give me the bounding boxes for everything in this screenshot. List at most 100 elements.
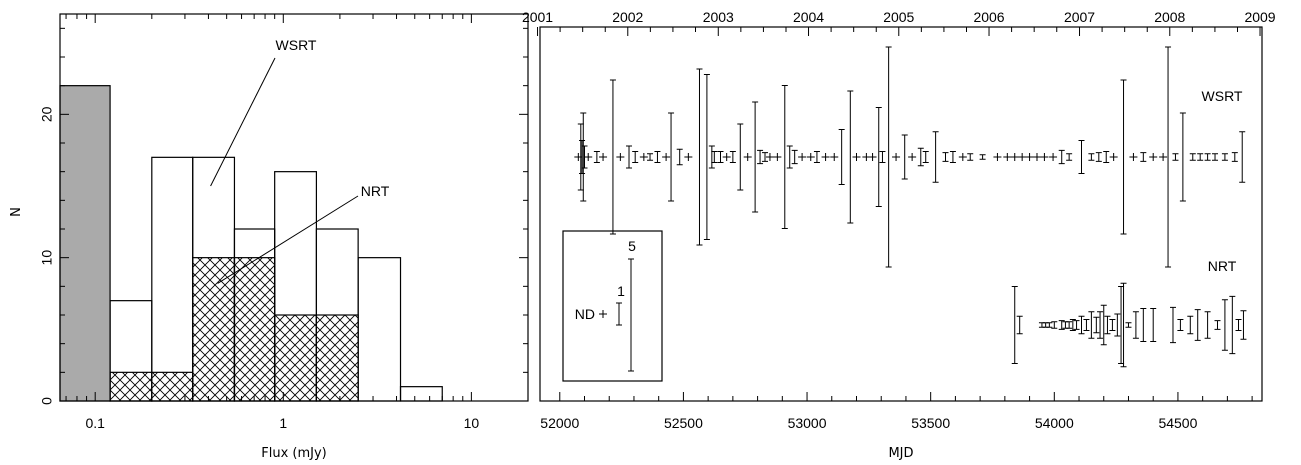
wsrt-point bbox=[922, 151, 929, 163]
wsrt-point bbox=[676, 148, 683, 166]
wsrt-point bbox=[838, 129, 845, 185]
wsrt-point bbox=[1165, 46, 1172, 268]
year-tick-label: 2006 bbox=[973, 9, 1004, 25]
wsrt-point bbox=[1212, 153, 1219, 161]
hist-x-tick-label: 0.1 bbox=[85, 415, 105, 431]
wsrt-point-nondetection bbox=[584, 153, 593, 161]
wsrt-point-nondetection bbox=[1159, 153, 1168, 161]
wsrt-point-nondetection bbox=[743, 153, 752, 161]
wsrt-point bbox=[781, 85, 788, 229]
scale-key-5-label: 5 bbox=[628, 238, 636, 254]
wsrt-point bbox=[901, 134, 908, 180]
nrt-point bbox=[1016, 315, 1023, 335]
hist-bar-wsrt bbox=[357, 257, 402, 402]
series-label-nrt: NRT bbox=[1208, 258, 1237, 274]
wsrt-point bbox=[609, 79, 616, 235]
wsrt-point bbox=[1221, 153, 1228, 161]
wsrt-point-nondetection bbox=[868, 153, 877, 161]
wsrt-point-nondetection bbox=[821, 153, 830, 161]
wsrt-point bbox=[885, 46, 892, 268]
wsrt-point-nondetection bbox=[599, 153, 608, 161]
hist-y-tick-label: 20 bbox=[39, 106, 55, 122]
nrt-point bbox=[1011, 286, 1018, 364]
nrt-point bbox=[1069, 319, 1076, 331]
annotation-nrt-leader bbox=[217, 195, 359, 284]
histogram-panel: 0 10 20 0.1 1 10 Flux (mJy) N WSRT NRT bbox=[9, 13, 529, 461]
timeseries-frame bbox=[539, 26, 1263, 402]
wsrt-point bbox=[917, 147, 924, 167]
wsrt-point-nondetection bbox=[1049, 153, 1058, 161]
wsrt-point bbox=[580, 112, 587, 202]
wsrt-point bbox=[1103, 151, 1110, 163]
hist-bar-nondetection bbox=[59, 85, 111, 402]
nrt-point bbox=[1187, 315, 1194, 335]
wsrt-point bbox=[1189, 153, 1196, 161]
scale-key-1-bar bbox=[616, 302, 622, 326]
wsrt-point-nondetection bbox=[722, 153, 731, 161]
nrt-point bbox=[1104, 315, 1111, 335]
wsrt-point bbox=[1088, 153, 1095, 161]
wsrt-point-nondetection bbox=[852, 153, 861, 161]
mjd-axis-label: MJD bbox=[888, 446, 913, 461]
wsrt-point bbox=[1120, 79, 1127, 235]
nrt-point bbox=[1088, 311, 1095, 339]
hist-bar-nrt bbox=[151, 371, 194, 402]
wsrt-point bbox=[757, 149, 764, 165]
nrt-point bbox=[1214, 320, 1221, 330]
wsrt-point bbox=[717, 151, 724, 163]
wsrt-point bbox=[1231, 152, 1238, 162]
scale-key-nd-label: ND bbox=[575, 306, 595, 322]
wsrt-point-nondetection bbox=[1003, 153, 1012, 161]
wsrt-point-nondetection bbox=[1018, 153, 1027, 161]
nrt-point bbox=[1083, 319, 1090, 331]
nrt-point bbox=[1062, 321, 1069, 329]
mjd-tick-label: 52000 bbox=[540, 415, 579, 431]
nrt-point bbox=[1042, 322, 1049, 328]
wsrt-point bbox=[942, 152, 949, 162]
wsrt-point-nondetection bbox=[1149, 153, 1158, 161]
nrt-point bbox=[1120, 282, 1127, 368]
hist-bar-nrt bbox=[274, 314, 318, 402]
hist-x-tick-label: 1 bbox=[279, 415, 287, 431]
scale-key-5-bar bbox=[628, 258, 634, 372]
nrt-point bbox=[1150, 308, 1157, 342]
mjd-tick-label: 54500 bbox=[1158, 415, 1197, 431]
wsrt-point bbox=[1179, 112, 1186, 202]
wsrt-point bbox=[737, 123, 744, 191]
wsrt-point bbox=[711, 151, 718, 163]
hist-bar-nrt bbox=[233, 257, 276, 402]
nrt-point bbox=[1140, 308, 1147, 342]
nrt-point bbox=[1132, 311, 1139, 339]
wsrt-point bbox=[654, 151, 661, 163]
wsrt-point bbox=[1078, 140, 1085, 174]
hist-y-tick-label: 10 bbox=[39, 250, 55, 266]
wsrt-point-nondetection bbox=[1032, 153, 1041, 161]
wsrt-point-nondetection bbox=[1109, 153, 1118, 161]
mjd-tick-label: 54000 bbox=[1035, 415, 1074, 431]
wsrt-point bbox=[813, 151, 820, 163]
wsrt-point bbox=[967, 153, 974, 161]
scale-key-box bbox=[562, 230, 663, 382]
year-tick-label: 2005 bbox=[883, 9, 914, 25]
wsrt-point bbox=[1239, 131, 1246, 183]
wsrt-point bbox=[752, 101, 759, 213]
wsrt-point bbox=[1066, 153, 1073, 161]
wsrt-point-nondetection bbox=[908, 153, 917, 161]
wsrt-point-nondetection bbox=[1129, 153, 1138, 161]
year-tick-label: 2007 bbox=[1064, 9, 1095, 25]
nrt-point bbox=[1038, 322, 1045, 328]
nrt-point bbox=[1073, 320, 1080, 330]
nrt-point bbox=[1229, 295, 1236, 355]
wsrt-point bbox=[762, 152, 769, 162]
wsrt-point bbox=[626, 145, 633, 169]
year-tick-label: 2008 bbox=[1154, 9, 1185, 25]
wsrt-point bbox=[668, 112, 675, 202]
year-tick-label: 2003 bbox=[703, 9, 734, 25]
wsrt-point-nondetection bbox=[958, 153, 967, 161]
nrt-point bbox=[1109, 319, 1116, 331]
nrt-point bbox=[1125, 322, 1132, 328]
nrt-point bbox=[1240, 310, 1247, 340]
mjd-tick-label: 53500 bbox=[911, 415, 950, 431]
wsrt-point-nondetection bbox=[765, 153, 774, 161]
wsrt-point bbox=[1172, 153, 1179, 161]
